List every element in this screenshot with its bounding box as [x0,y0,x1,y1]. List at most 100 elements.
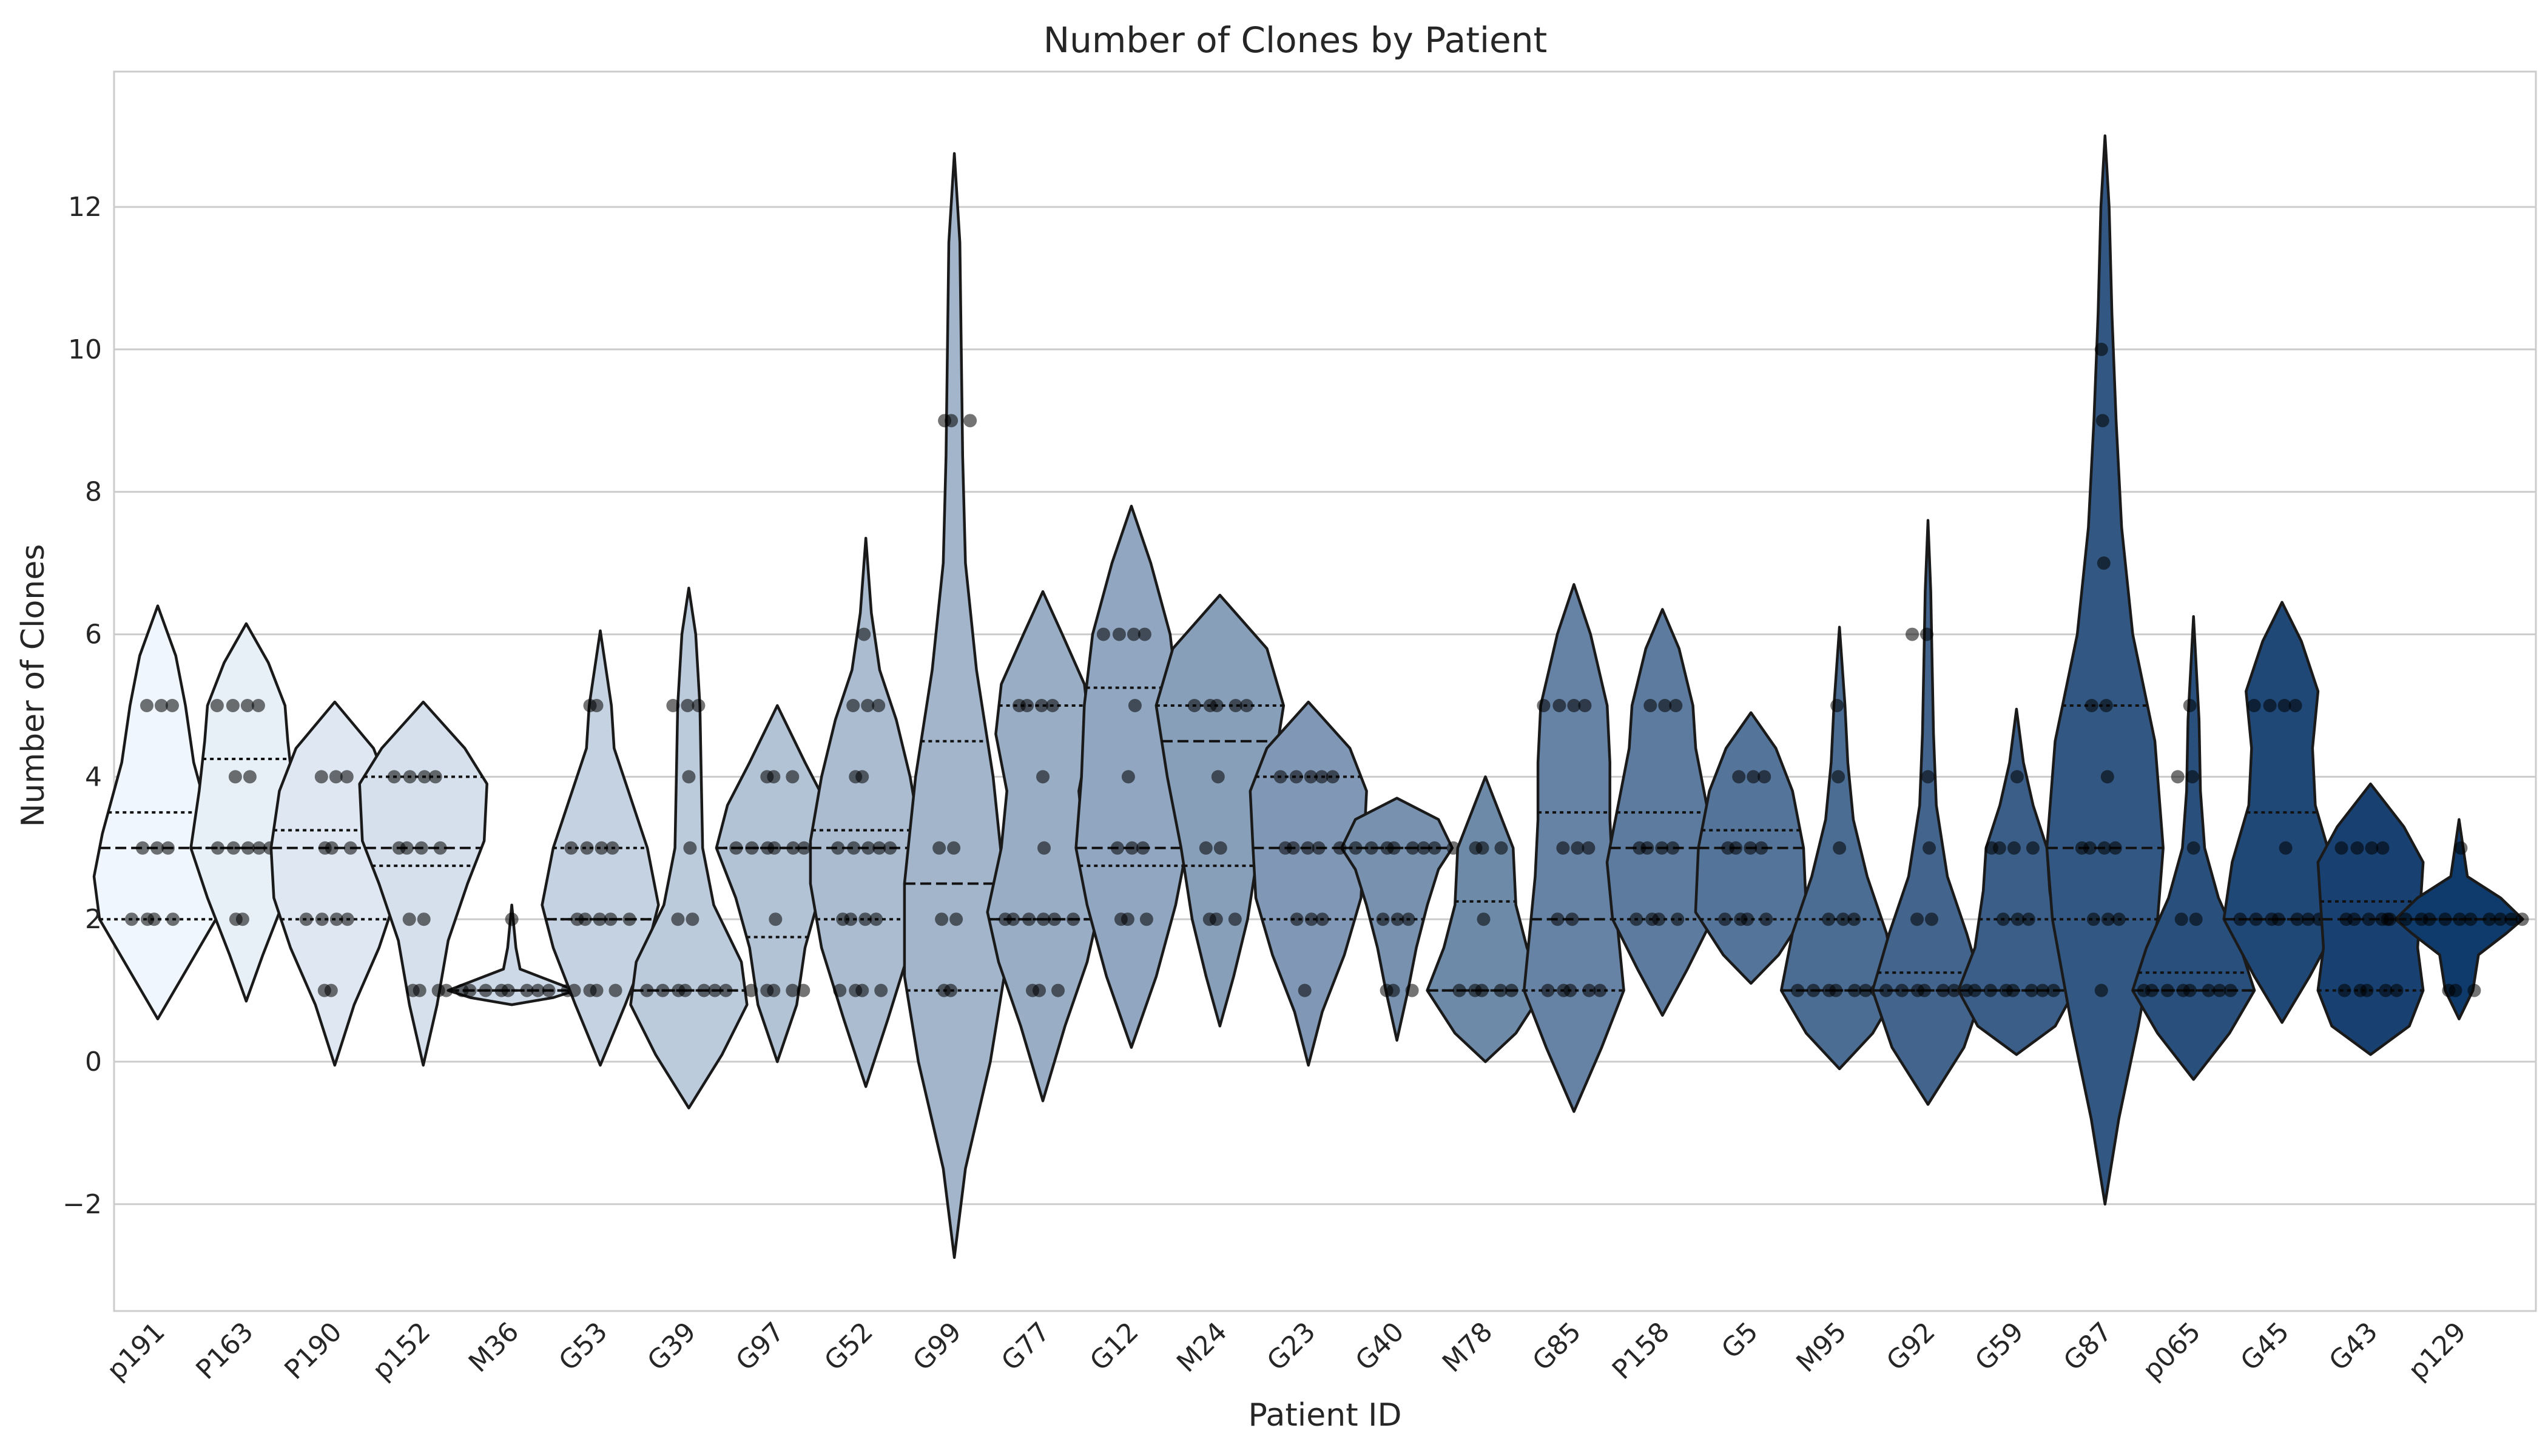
data-point [872,841,886,855]
data-point [1582,983,1596,997]
violin-G87 [2045,134,2165,1206]
data-point [797,841,811,855]
data-point [402,912,416,926]
x-tick-label: G85 [1526,1316,1587,1377]
data-point [2279,841,2293,855]
x-tick-label: G87 [2058,1316,2118,1377]
violin-p152 [358,700,488,1067]
data-point [1645,912,1659,926]
data-point [1666,841,1680,855]
data-point [1333,841,1347,855]
data-point [1211,770,1225,784]
data-point [226,698,240,712]
data-point [1923,841,1936,855]
violin-body [358,700,488,1067]
data-point [2464,912,2478,926]
data-point [1022,912,1036,926]
x-tick-label: P163 [190,1316,259,1386]
data-point [1791,983,1805,997]
violins [92,134,2529,1259]
data-point [439,983,453,997]
data-point [1910,912,1924,926]
data-point [1906,627,1919,641]
data-point [2189,912,2203,926]
data-point [1136,841,1150,855]
data-point [1067,912,1080,926]
data-point [2183,698,2197,712]
data-point [150,841,164,855]
x-tick-label: G99 [907,1316,968,1377]
data-point [479,983,493,997]
data-point [455,983,469,997]
data-point [2504,912,2518,926]
data-point [2086,912,2100,926]
data-point [932,841,946,855]
data-point [1833,841,1847,855]
data-point [1315,912,1329,926]
y-axis-label: Number of Clones [15,544,52,827]
data-point [125,912,138,926]
data-point [1936,983,1950,997]
data-point [211,841,224,855]
data-point [2265,912,2279,926]
data-point [1026,983,1039,997]
data-point [329,912,343,926]
data-point [1139,912,1153,926]
data-point [1290,912,1304,926]
data-point [1401,912,1415,926]
data-point [2021,912,2035,926]
data-point [1138,627,1151,641]
data-point [228,770,242,784]
data-point [1920,627,1933,641]
data-point [1187,698,1201,712]
data-point [2075,841,2089,855]
data-point [861,841,875,855]
plot-area-frame [113,70,2537,1312]
data-point [686,912,699,926]
data-point [2112,912,2126,926]
data-point [2094,342,2108,356]
data-point [2101,912,2115,926]
data-point [392,841,406,855]
data-point [2454,841,2468,855]
data-point [604,912,618,926]
data-point [608,983,622,997]
data-point [1468,983,1482,997]
data-point [243,770,257,784]
data-point [252,841,266,855]
data-point [861,698,875,712]
data-point [1278,841,1292,855]
data-point [1096,627,1110,641]
violin-G43 [2316,782,2425,1056]
data-point [760,770,774,784]
data-point [1996,912,2010,926]
data-point [428,770,442,784]
data-point [1505,983,1518,997]
data-point [1669,698,1683,712]
data-point [1125,841,1139,855]
violin-body [809,536,923,1088]
data-point [251,698,265,712]
violin-M95 [1779,625,1899,1071]
data-point [1822,912,1836,926]
data-point [2035,983,2049,997]
data-point [858,912,872,926]
data-point [387,770,401,784]
data-point [1758,770,1771,784]
data-point [1349,841,1363,855]
data-point [2467,983,2481,997]
x-tick-label: G77 [996,1316,1056,1377]
data-point [2379,983,2393,997]
data-point [2376,841,2390,855]
data-point [1110,841,1124,855]
data-point [1239,698,1253,712]
data-point [1298,983,1312,997]
data-point [869,912,883,926]
x-tick-label: G43 [2324,1316,2384,1377]
data-point [317,983,331,997]
data-point [857,627,871,641]
data-point [1405,983,1419,997]
violin-G92 [1871,519,1985,1106]
data-point [1199,841,1213,855]
x-tick-label: P190 [278,1316,348,1386]
